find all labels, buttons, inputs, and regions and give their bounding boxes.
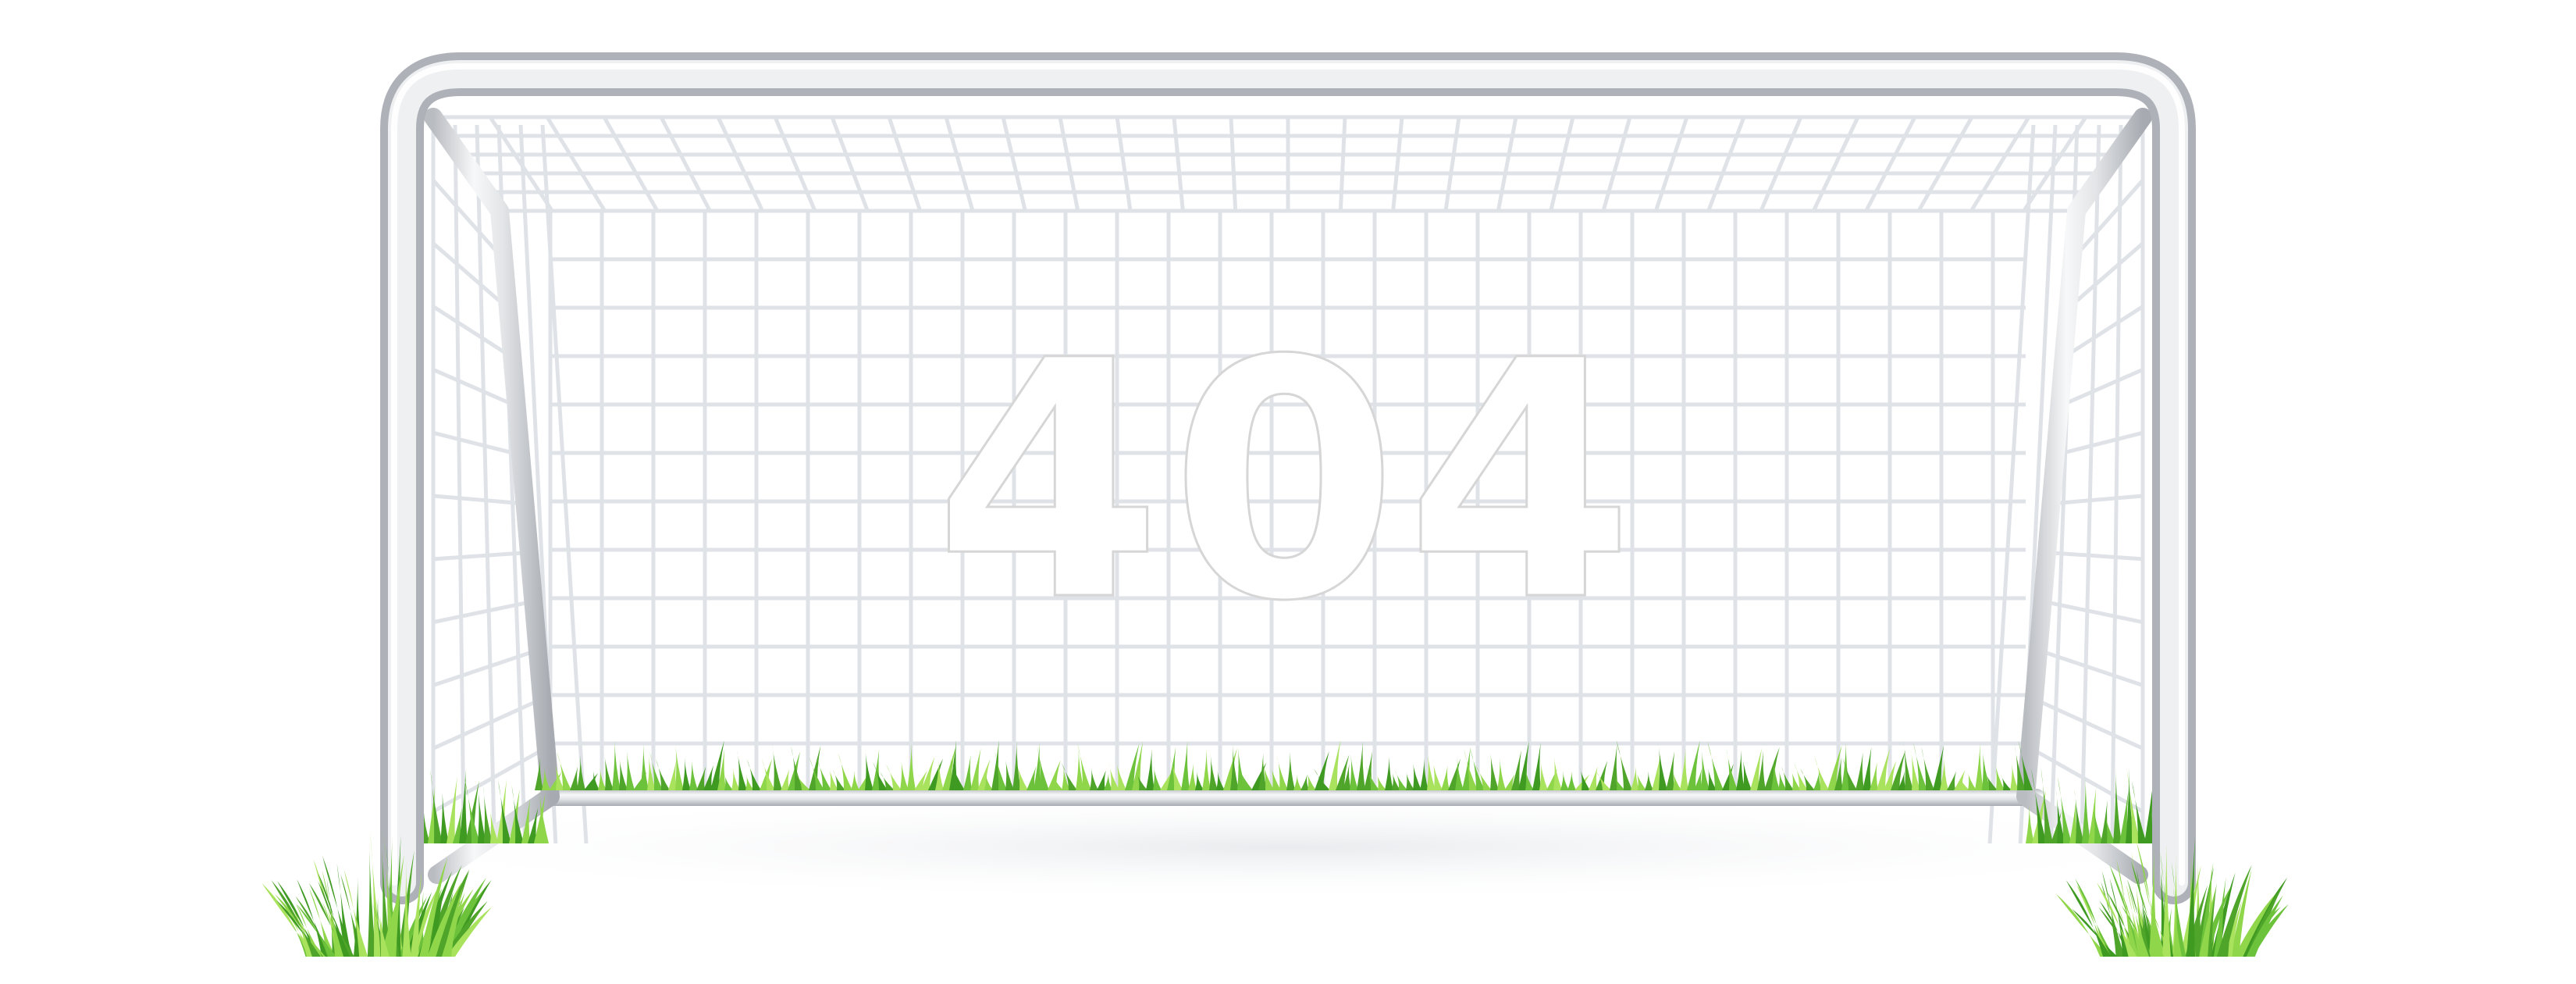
floor-shadow [312,793,2264,902]
right-grass-tuft [2055,836,2289,957]
right-brace [2016,108,2152,884]
error-code-404: 404 [933,291,1642,673]
grass-strip [422,740,2154,843]
left-grass-tuft [262,829,493,957]
back-bottom-bar [539,789,2045,806]
